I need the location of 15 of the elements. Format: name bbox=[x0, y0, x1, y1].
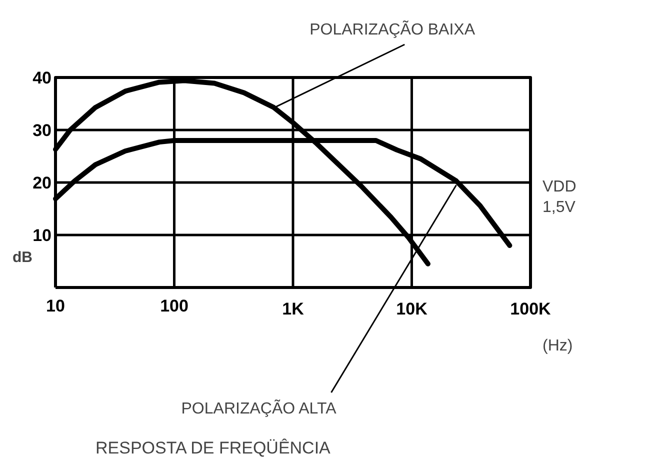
y-tick-label: 30 bbox=[32, 121, 52, 140]
x-tick-label: 10K bbox=[396, 300, 428, 318]
y-axis-title: dB bbox=[12, 249, 33, 266]
x-tick-label: 10 bbox=[46, 296, 65, 316]
y-tick-label: 20 bbox=[32, 174, 52, 192]
text: VDD 1,5V bbox=[542, 178, 576, 216]
x-tick-label: 100K bbox=[510, 300, 552, 318]
x-tick-label: 1K bbox=[282, 300, 305, 318]
x-tick-label: 100 bbox=[160, 296, 188, 316]
text: RESPOSTA DE FREQÜÊNCIA bbox=[96, 438, 332, 458]
x-axis-title: (Hz) bbox=[542, 338, 573, 354]
y-tick-label: 40 bbox=[32, 68, 52, 88]
annotation: POLARIZAÇÃO BAIXA bbox=[310, 20, 476, 38]
y-tick-label: 10 bbox=[32, 226, 52, 245]
annotation: POLARIZAÇÃO ALTA bbox=[181, 398, 337, 418]
